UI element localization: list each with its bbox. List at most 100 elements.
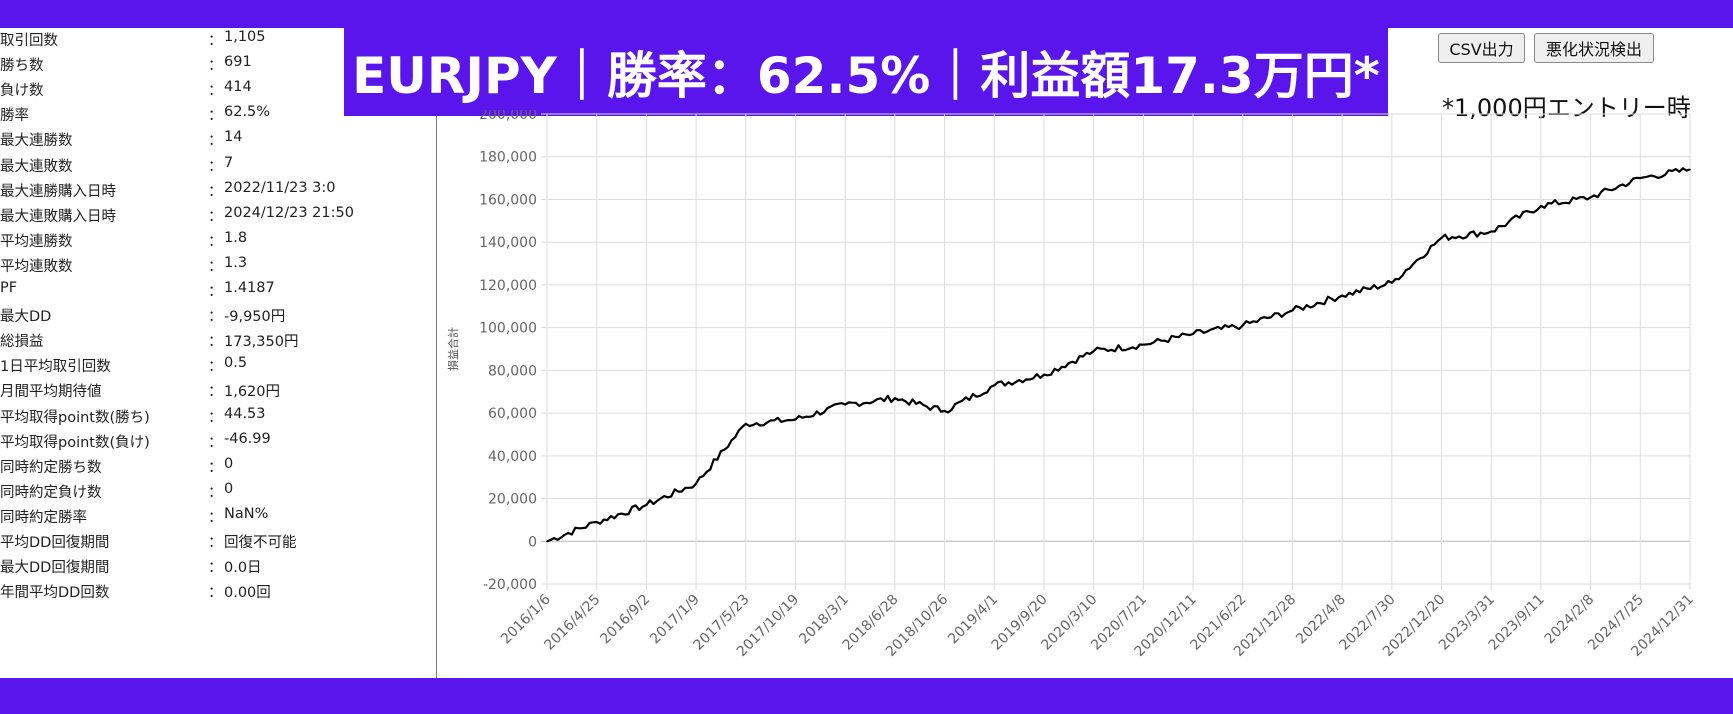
stat-separator: ： (208, 330, 223, 351)
title-banner: EURJPY｜勝率：62.5%｜利益額17.3万円* (344, 28, 1388, 116)
series-point (1590, 197, 1592, 199)
stat-value: 173,350円 (224, 330, 298, 351)
stat-label: 勝ち数 (0, 54, 44, 75)
stat-label: 最大連敗数 (0, 155, 73, 176)
stat-label: 平均取得point数(負け) (0, 431, 150, 452)
stat-value: 1.3 (224, 255, 247, 271)
stat-separator: ： (208, 180, 223, 201)
y-tick-label: 180,000 (479, 150, 537, 166)
bottom-accent-band (0, 678, 1733, 714)
stat-label: 同時約定負け数 (0, 481, 102, 502)
stat-separator: ： (208, 29, 223, 50)
series-point (993, 385, 995, 387)
series-point (745, 423, 747, 425)
stat-separator: ： (208, 129, 223, 150)
series-point (1391, 282, 1393, 284)
stat-separator: ： (208, 355, 223, 376)
stat-value: 7 (224, 155, 233, 171)
y-tick-label: 60,000 (488, 406, 537, 422)
series-point (844, 404, 846, 406)
stat-label: 取引回数 (0, 29, 58, 50)
stat-value: 1.4187 (224, 280, 275, 296)
stat-label: 平均連勝数 (0, 230, 73, 251)
stat-value: -46.99 (224, 431, 271, 447)
stat-separator: ： (208, 481, 223, 502)
top-accent-band (0, 0, 1733, 28)
stat-separator: ： (208, 556, 223, 577)
series-point (1143, 344, 1145, 346)
stat-label: 最大連勝数 (0, 129, 73, 150)
y-tick-label: 140,000 (479, 235, 537, 251)
stat-label: 勝率 (0, 104, 29, 125)
stat-value: 44.53 (224, 406, 266, 422)
stat-value: 0.5 (224, 355, 247, 371)
stat-value: 691 (224, 54, 252, 70)
stat-label: 最大DD (0, 305, 51, 326)
stat-value: 14 (224, 129, 242, 145)
series-point (894, 397, 896, 399)
stat-separator: ： (208, 380, 223, 401)
stat-separator: ： (208, 431, 223, 452)
y-tick-label: 40,000 (488, 449, 537, 465)
series-point (1441, 237, 1443, 239)
stat-label: 年間平均DD回数 (0, 581, 109, 602)
stat-value: 62.5% (224, 104, 270, 120)
series-point (546, 540, 548, 542)
csv-export-button[interactable]: CSV出力 (1438, 33, 1525, 63)
stat-separator: ： (208, 255, 223, 276)
y-axis-label: 損益合計 (446, 327, 460, 371)
stat-label: PF (0, 280, 17, 296)
stat-value: 0 (224, 481, 233, 497)
equity-line-chart: -20,000 0 20,000 40,000 60,000 80,000 100,000 1… (437, 110, 1733, 678)
y-tick-label: 20,000 (488, 492, 537, 508)
stat-label: 平均連敗数 (0, 255, 73, 276)
stat-value: 2022/11/23 3:0 (224, 180, 336, 196)
series-point (1043, 374, 1045, 376)
stat-label: 同時約定勝ち数 (0, 456, 102, 477)
y-tick-label: 160,000 (479, 192, 537, 208)
stat-label: 1日平均取引回数 (0, 355, 111, 376)
stats-panel: 取引回数： 1,105 勝ち数： 691 負け数： 414 勝率： 62.5% 最大連勝数： 14… (0, 28, 436, 678)
y-tick-label: 80,000 (488, 363, 537, 379)
stat-separator: ： (208, 305, 223, 326)
stat-value: 0.00回 (224, 581, 271, 602)
y-tick-label: 120,000 (479, 278, 537, 294)
stat-value: 1.8 (224, 230, 247, 246)
equity-series-line (547, 168, 1690, 541)
series-point (795, 419, 797, 421)
stat-separator: ： (208, 205, 223, 226)
series-point (1292, 310, 1294, 312)
page-title: EURJPY｜勝率：62.5%｜利益額17.3万円* (352, 36, 1380, 108)
stat-value: 1,620円 (224, 380, 280, 401)
stat-separator: ： (208, 581, 223, 602)
y-tick-label: -20,000 (483, 577, 537, 593)
stat-value: 2024/12/23 21:50 (224, 205, 354, 221)
stat-label: 平均取得point数(勝ち) (0, 406, 150, 427)
series-point (646, 504, 648, 506)
stat-value: 0.0日 (224, 556, 262, 577)
series-point (596, 521, 598, 523)
x-tick-label: 2016/9/2 (597, 592, 653, 648)
deterioration-detect-button[interactable]: 悪化状況検出 (1534, 33, 1654, 63)
series-point (1689, 169, 1691, 171)
stat-separator: ： (208, 531, 223, 552)
stat-label: 月間平均期待値 (0, 380, 102, 401)
stat-label: 同時約定勝率 (0, 506, 87, 527)
stat-label: 総損益 (0, 330, 44, 351)
series-point (1640, 177, 1642, 179)
stat-value: 0 (224, 456, 233, 472)
stat-separator: ： (208, 104, 223, 125)
series-point (1540, 205, 1542, 207)
stat-value: -9,950円 (224, 305, 285, 326)
y-tick-label: 0 (528, 534, 537, 550)
stat-label: 最大DD回復期間 (0, 556, 109, 577)
stat-separator: ： (208, 280, 223, 301)
series-point (1490, 231, 1492, 233)
stat-value: 414 (224, 79, 252, 95)
stat-separator: ： (208, 155, 223, 176)
stat-label: 負け数 (0, 79, 44, 100)
y-tick-label: 200,000 (479, 110, 537, 123)
stat-separator: ： (208, 79, 223, 100)
stat-value: 1,105 (224, 29, 266, 45)
series-point (944, 410, 946, 412)
